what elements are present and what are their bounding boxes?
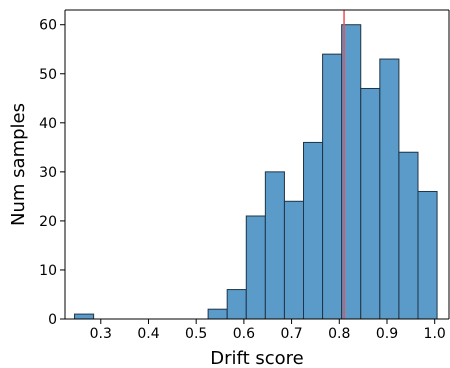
x-tick-label: 0.7 [280, 326, 302, 342]
y-tick-label: 60 [39, 18, 57, 34]
histogram-bar [226, 289, 247, 320]
x-tick-label: 0.3 [90, 326, 112, 342]
histogram-bar [398, 151, 419, 320]
histogram-bar [207, 308, 228, 320]
histogram-bar [322, 53, 343, 320]
x-tick-label: 1.0 [424, 326, 446, 342]
x-tick-label: 0.8 [328, 326, 350, 342]
histogram-bar [74, 313, 95, 320]
y-tick-label: 10 [39, 263, 57, 279]
y-tick-label: 0 [48, 312, 57, 328]
x-axis-title: Drift score [210, 348, 303, 368]
histogram-bar [283, 200, 305, 320]
axes [64, 9, 450, 320]
histogram-bar [264, 171, 285, 320]
histogram-bar [417, 190, 438, 320]
y-tick-label: 30 [39, 165, 57, 181]
y-axis-title: Num samples [8, 103, 29, 226]
ticks: 0.3 0.4 0.5 0.6 0.7 0.8 0.9 1.0 0 10 20 30 40 50 60 [39, 18, 446, 342]
x-tick-label: 0.4 [137, 326, 159, 342]
x-tick-label: 0.5 [185, 326, 207, 342]
histogram-bars [74, 24, 438, 320]
y-tick-label: 40 [39, 116, 57, 132]
histogram-bar [303, 141, 324, 320]
y-tick-label: 20 [39, 214, 57, 230]
x-tick-label: 0.9 [376, 326, 398, 342]
y-tick-label: 50 [39, 67, 57, 83]
x-tick-label: 0.6 [233, 326, 255, 342]
histogram-bar [379, 58, 400, 320]
histogram-bar [245, 215, 266, 320]
histogram-bar [360, 87, 381, 320]
